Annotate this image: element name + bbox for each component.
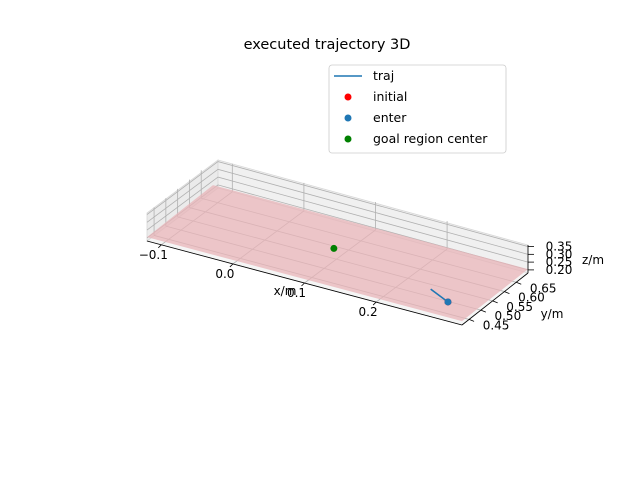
z-grid-line (146, 168, 529, 255)
y-tick-mark (468, 319, 475, 322)
legend-traj-label: traj (373, 68, 394, 83)
y-tick-label: 0.45 (483, 318, 510, 332)
series-2-point (444, 298, 452, 306)
x-tick-label: 0.1 (287, 286, 306, 300)
data-marks (330, 244, 452, 306)
y-tick-mark (504, 291, 510, 294)
x-tick-mark (372, 301, 377, 306)
legend-initial-swatch (344, 93, 352, 101)
z-tick-label: 0.20 (546, 263, 573, 277)
z-tick-label: 0.25 (546, 255, 573, 269)
axis-ticks: −0.1 0.0 0.1 0.2 0.450.500.550.600.65 0.200.2… (139, 240, 573, 333)
x-tick-mark (158, 244, 162, 249)
y-axis-label: y/m (541, 307, 564, 321)
z-grid-line (146, 161, 529, 247)
x-axis-label: x/m (274, 284, 297, 298)
legend-enter-swatch (344, 114, 352, 122)
x-tick-label: 0.2 (359, 305, 378, 319)
z-grid-line (146, 176, 529, 263)
y-tick-label: 0.55 (506, 300, 533, 314)
z-tick-label: 0.30 (546, 247, 573, 261)
legend-box (328, 64, 507, 154)
series-0-line (430, 288, 449, 303)
legend-enter-label: enter (373, 110, 407, 125)
chart-title: executed trajectory 3D (244, 37, 411, 53)
x-tick-mark (301, 282, 305, 287)
x-tick-label: −0.1 (139, 248, 168, 262)
y-tick-label: 0.65 (530, 281, 557, 295)
plot-3d-area: −0.1 0.0 0.1 0.2 0.450.500.550.600.65 0.200.2… (139, 159, 604, 333)
y-tick-label: 0.60 (518, 291, 545, 305)
y-tick-label: 0.50 (494, 309, 521, 323)
series-3-point (330, 244, 338, 252)
x-tick-label: 0.0 (215, 267, 234, 281)
y-axis-line (461, 272, 529, 326)
legend: traj initial enter goal region center (328, 64, 507, 154)
goal-region-plane (147, 185, 528, 322)
x-tick-mark (229, 263, 234, 268)
legend-goal-label: goal region center (373, 131, 488, 146)
legend-initial-label: initial (373, 89, 407, 104)
legend-goal-swatch (344, 135, 352, 143)
y-tick-mark (492, 300, 498, 304)
z-axis-label: z/m (582, 253, 604, 267)
y-tick-mark (480, 309, 487, 313)
y-tick-mark (516, 281, 522, 285)
z-tick-label: 0.35 (546, 240, 573, 254)
